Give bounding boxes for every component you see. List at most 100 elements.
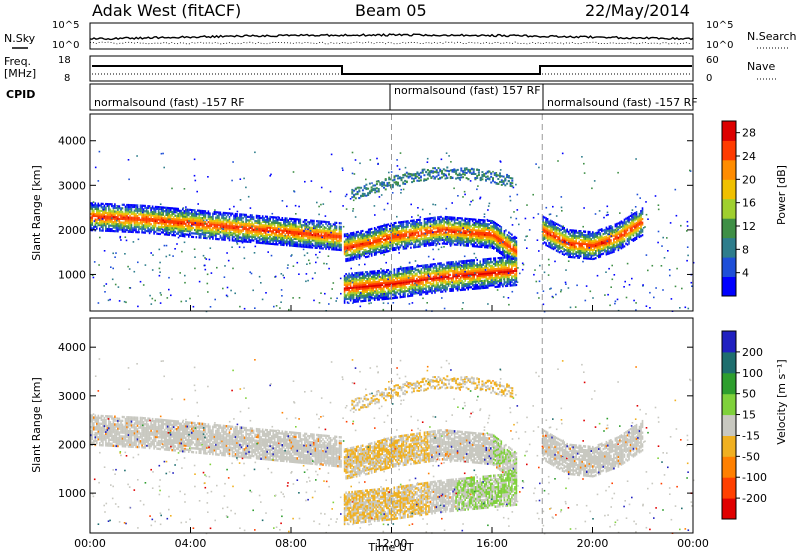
power-cell [392, 225, 394, 228]
power-cell [195, 229, 198, 232]
power-cell [168, 214, 170, 217]
power-cell [477, 238, 480, 241]
power-cell [410, 294, 412, 297]
power-cell [422, 277, 424, 280]
power-cell [366, 290, 368, 293]
power-cell [343, 282, 346, 285]
nsky-line [89, 33, 694, 41]
power-cell [396, 284, 399, 287]
power-cell [493, 233, 495, 236]
power-cell [461, 269, 463, 272]
power-cell [473, 229, 475, 232]
power-cell [346, 248, 349, 252]
power-cell [423, 234, 426, 237]
power-cell [402, 272, 405, 275]
power-cell [258, 240, 261, 243]
power-cell [236, 221, 238, 225]
power-cell [437, 218, 439, 221]
power-cell [360, 246, 362, 249]
power-cell [413, 230, 415, 233]
power-cell [255, 221, 258, 225]
power-cell [255, 220, 258, 223]
power-cell [286, 226, 288, 229]
power-cell [320, 240, 323, 243]
power-cell [363, 287, 365, 290]
power-cell [171, 219, 173, 222]
power-cell [314, 227, 317, 230]
power-cell [423, 275, 426, 278]
power-cell [121, 217, 124, 221]
power-cell [334, 248, 336, 251]
power-cell [305, 245, 308, 249]
power-cell [425, 292, 427, 295]
power-cell [414, 226, 417, 229]
power-cell [420, 243, 423, 246]
power-cell [105, 217, 107, 220]
power-cell [169, 210, 172, 213]
power-cell [408, 239, 411, 242]
power-cell [455, 287, 457, 290]
power-cell [129, 211, 131, 214]
power-cell [488, 223, 491, 226]
power-cell [234, 227, 237, 230]
power-cell [102, 211, 104, 214]
power-cell [195, 230, 198, 233]
power-cell [467, 242, 469, 246]
power-cell [479, 243, 481, 247]
power-cell [319, 243, 321, 246]
power-cell [272, 223, 274, 226]
power-cell [97, 211, 100, 214]
power-cell [270, 233, 273, 237]
power-cell [443, 235, 445, 238]
power-cell [461, 283, 463, 286]
power-cell [261, 217, 264, 220]
power-cell [221, 225, 223, 229]
power-cell [446, 242, 448, 245]
power-cell [248, 239, 250, 242]
power-cell [455, 278, 457, 281]
nsky-trace [89, 33, 694, 45]
power-cell [393, 239, 396, 243]
power-cell [358, 291, 361, 294]
power-cell [407, 270, 409, 273]
power-cell [373, 234, 376, 237]
power-cell [169, 221, 172, 224]
power-cell [311, 223, 314, 226]
power-cell [329, 226, 332, 229]
power-cell [284, 233, 287, 236]
power-cell [338, 231, 341, 234]
power-cell [364, 294, 367, 297]
power-cell [449, 218, 451, 221]
power-cell [506, 235, 509, 238]
power-cell [480, 276, 483, 279]
power-cell [432, 241, 435, 244]
power-cell [224, 226, 226, 229]
power-cell [121, 216, 124, 219]
power-cell [437, 289, 439, 292]
power-cell [231, 219, 234, 222]
power-cell [296, 229, 299, 232]
power-cell [287, 222, 290, 226]
power-cell [432, 225, 435, 228]
power-cell [188, 224, 190, 227]
power-cell [363, 299, 365, 302]
power-cell [105, 208, 107, 211]
power-cell [429, 220, 432, 223]
power-cell [239, 222, 241, 225]
power-cell [328, 226, 330, 229]
power-cell [283, 229, 285, 232]
power-cell [434, 263, 436, 266]
power-cell [390, 281, 393, 284]
power-cell [185, 210, 187, 213]
power-cell [287, 228, 290, 231]
nave-tick-bottom: 0 [706, 73, 712, 84]
power-cell [468, 234, 471, 237]
power-cell [473, 222, 475, 225]
power-cell [450, 237, 453, 240]
power-cell [240, 238, 243, 241]
power-cell [450, 287, 453, 291]
power-cell [408, 287, 411, 290]
power-cell [389, 244, 391, 247]
power-cell [100, 218, 103, 221]
power-cell [103, 213, 106, 216]
